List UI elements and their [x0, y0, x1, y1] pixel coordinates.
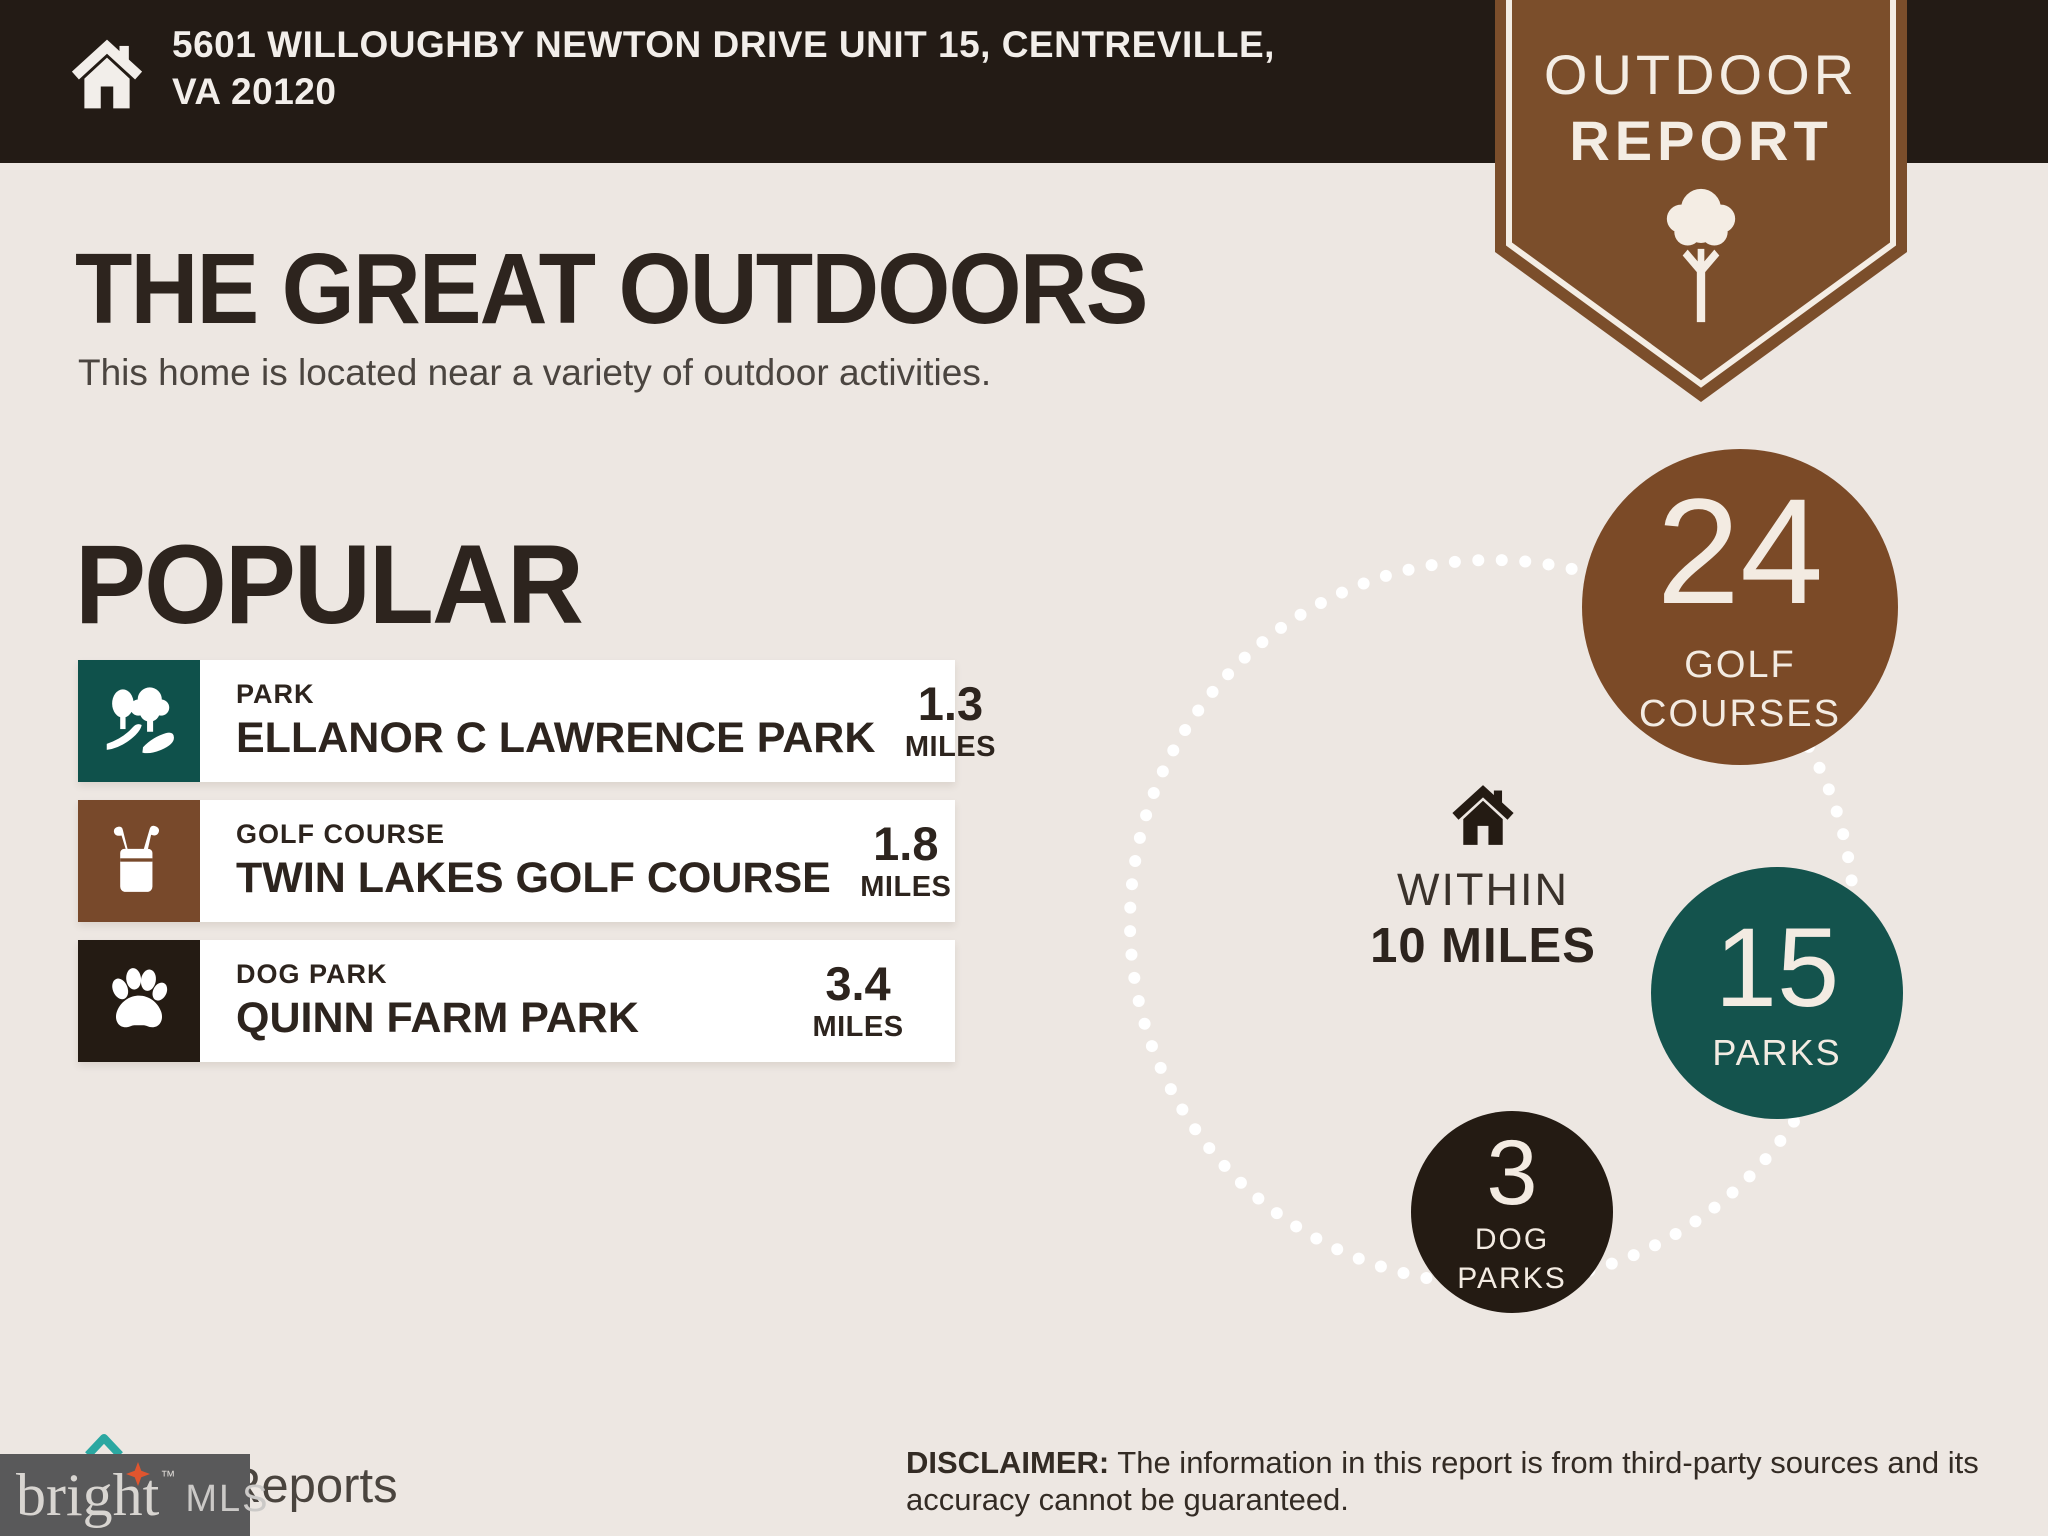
distance-value: 3.4	[825, 957, 891, 1010]
golf-courses-count: 24	[1656, 466, 1824, 635]
page-subtitle: This home is located near a variety of o…	[78, 352, 992, 393]
dog-parks-count: 3	[1486, 1121, 1538, 1224]
tree-icon	[1666, 188, 1736, 323]
home-icon	[1452, 785, 1514, 845]
poi-text: PARK ELLANOR C LAWRENCE PARK	[200, 660, 875, 782]
popular-section-title: POPULAR	[75, 522, 584, 647]
distance-unit: MILES	[860, 871, 952, 903]
paw-icon	[112, 968, 168, 1028]
parks-count: 15	[1714, 904, 1840, 1030]
poi-row-golf: GOLF COURSE TWIN LAKES GOLF COURSE 1.8 M…	[78, 800, 955, 922]
poi-distance: 1.8 MILES	[831, 800, 1003, 922]
bubble-label: PARKS	[1457, 1262, 1567, 1295]
bubble-label: GOLF	[1684, 643, 1796, 686]
distance-value: 1.8	[873, 817, 939, 870]
disclaimer: DISCLAIMER: The information in this repo…	[906, 1444, 2006, 1518]
parks-bubble: 15 PARKS	[1651, 867, 1903, 1119]
banner-title-line1: OUTDOOR	[1543, 43, 1859, 106]
poi-distance: 3.4 MILES	[783, 940, 955, 1062]
page-title: THE GREAT OUTDOORS	[75, 233, 1148, 345]
distance-unit: MILES	[904, 731, 996, 763]
within-label: WITHIN	[1397, 864, 1569, 915]
mls-wordmark: MLS	[185, 1477, 270, 1520]
trademark-symbol: ™	[160, 1468, 176, 1485]
poi-distance: 1.3 MILES	[875, 660, 1047, 782]
golf-tile	[78, 800, 200, 922]
dogpark-tile	[78, 940, 200, 1062]
radius-center-label: WITHIN 10 MILES	[1358, 778, 1608, 974]
sparkle-icon	[126, 1462, 150, 1486]
outdoor-report-banner: OUTDOOR REPORT	[1495, 0, 1907, 420]
poi-category: GOLF COURSE	[236, 819, 446, 849]
poi-category: DOG PARK	[236, 959, 388, 989]
disclaimer-label: DISCLAIMER:	[906, 1445, 1110, 1480]
park-tile	[78, 660, 200, 782]
brightmls-logo: bright ™ MLS	[0, 1454, 267, 1536]
teal-roof-icon	[85, 1434, 123, 1456]
poi-row-dogpark: DOG PARK QUINN FARM PARK 3.4 MILES	[78, 940, 955, 1062]
park-trees-icon	[106, 687, 174, 754]
house-icon	[71, 39, 143, 109]
dog-parks-bubble: 3 DOG PARKS	[1411, 1111, 1613, 1313]
poi-row-park: PARK ELLANOR C LAWRENCE PARK 1.3 MILES	[78, 660, 995, 782]
reports-logo-text: Reports	[226, 1459, 398, 1513]
bubble-label: COURSES	[1639, 693, 1841, 735]
golf-bag-icon	[113, 825, 160, 892]
poi-name: QUINN FARM PARK	[236, 994, 639, 1042]
address-line-2: VA 20120	[172, 70, 337, 112]
poi-name: TWIN LAKES GOLF COURSE	[236, 854, 831, 902]
bubble-label: DOG	[1474, 1222, 1550, 1256]
bubble-label: PARKS	[1712, 1031, 1842, 1073]
poi-category: PARK	[236, 679, 315, 709]
property-address: 5601 WILLOUGHBY NEWTON DRIVE UNIT 15, CE…	[172, 22, 1275, 116]
distance-value: 1.3	[917, 677, 984, 730]
banner-title-line2: REPORT	[1569, 109, 1833, 172]
poi-text: DOG PARK QUINN FARM PARK	[200, 940, 783, 1062]
distance-unit: MILES	[812, 1011, 904, 1043]
poi-text: GOLF COURSE TWIN LAKES GOLF COURSE	[200, 800, 831, 922]
golf-courses-bubble: 24 GOLF COURSES	[1582, 449, 1898, 765]
miles-label: 10 MILES	[1370, 919, 1596, 973]
poi-name: ELLANOR C LAWRENCE PARK	[236, 714, 876, 762]
address-line-1: 5601 WILLOUGHBY NEWTON DRIVE UNIT 15, CE…	[172, 24, 1275, 65]
disclaimer-text: The information in this report is from t…	[906, 1445, 1979, 1518]
